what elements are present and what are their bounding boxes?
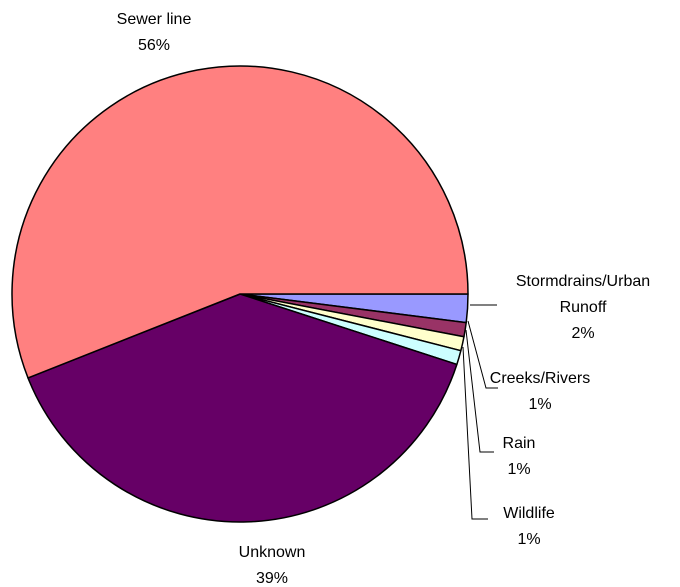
slice-name: Rain [503, 435, 536, 452]
pie-slice-unknown [27, 293, 458, 523]
leader-line-rain [465, 329, 494, 453]
leader-line-creeks-rivers [467, 320, 498, 389]
slice-label-creeks-rivers: Creeks/Rivers 1% [490, 370, 590, 413]
slice-name: Sewer line [117, 11, 192, 28]
slice-label-unknown: Unknown 39% [239, 544, 306, 587]
slice-percent: 56% [138, 37, 170, 54]
slice-label-wildlife: Wildlife 1% [503, 505, 555, 548]
slice-percent: 1% [517, 531, 540, 548]
leader-line-wildlife [462, 346, 488, 520]
slice-name: Wildlife [503, 505, 555, 522]
slice-percent: 1% [507, 461, 530, 478]
slice-label-sewer-line: Sewer line 56% [117, 11, 192, 54]
slice-labels: Stormdrains/Urban Runoff 2% Creeks/Rivers 1%… [117, 11, 650, 587]
pie-slices [11, 65, 469, 523]
slice-percent: 39% [256, 570, 288, 587]
slice-name: Runoff [560, 299, 607, 316]
pie-slice-sewer-line [11, 65, 469, 379]
slice-name: Unknown [239, 544, 306, 561]
slice-percent: 1% [528, 396, 551, 413]
slice-name: Creeks/Rivers [490, 370, 590, 387]
leader-lines [462, 304, 498, 520]
slice-name: Stormdrains/Urban [516, 273, 650, 290]
slice-percent: 2% [571, 325, 594, 342]
slice-label-rain: Rain 1% [503, 435, 536, 478]
slice-label-stormdrains-urban: Stormdrains/Urban Runoff 2% [516, 273, 650, 342]
